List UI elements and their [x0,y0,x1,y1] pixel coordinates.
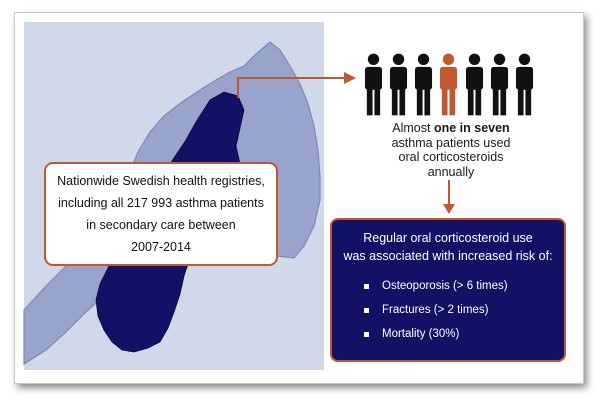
person-right-leg [399,87,406,116]
statistic-text: Almost one in seven asthma patients used… [366,121,536,179]
risk-item-mortality: Mortality (30%) [364,322,556,346]
person-right-leg [525,87,532,116]
person-icon-highlighted [440,53,458,116]
arrowhead-to-people [344,72,356,84]
person-right-leg [475,87,481,116]
person-head [468,53,480,65]
statistic-line-4: annually [427,164,475,179]
person-right-leg [449,87,456,116]
person-right-leg [374,87,381,116]
risk-item-fractures: Fractures (> 2 times) [364,298,556,322]
person-head [367,53,380,65]
person-left-leg [366,87,373,116]
person-left-leg [492,87,499,116]
registry-line-2: including all 217 993 asthma patients [58,196,264,210]
registry-info-box: Nationwide Swedish health registries, in… [44,162,278,266]
connector-line-to-people [237,77,344,98]
statistic-line-2: asthma patients used [391,135,511,150]
bullet-icon [364,283,369,289]
arrowhead-down [443,204,455,214]
registry-line-4: 2007-2014 [131,240,191,254]
person-left-leg [442,87,449,116]
statistic-line-1: Almost one in seven [366,121,536,136]
person-icon [390,53,408,116]
risk-item-label: Mortality (30%) [382,328,460,340]
person-torso [515,66,533,90]
statistic-prefix: Almost [392,121,434,135]
risk-item-label: Fractures (> 2 times) [382,304,489,316]
person-icon [364,53,383,116]
person-icon [515,53,533,116]
person-head [493,53,505,65]
person-left-leg [392,87,398,116]
person-icon [465,53,483,116]
risk-heading: Regular oral corticosteroid use was asso… [340,229,556,265]
person-icon [490,53,508,116]
person-left-leg [517,87,524,116]
person-left-leg [417,87,423,116]
statistic-highlight: one in seven [433,121,510,135]
registry-line-1: Nationwide Swedish health registries, [57,174,265,188]
person-torso [364,66,383,90]
risk-heading-line-2: was associated with increased risk of: [343,249,553,263]
people-icon-row [364,49,534,117]
person-head [418,53,430,65]
person-torso [390,66,408,90]
risk-item-osteoporosis: Osteoporosis (> 6 times) [364,274,556,298]
person-right-leg [424,87,431,116]
bullet-icon [364,307,369,313]
person-torso [490,66,508,90]
bullet-icon [364,331,369,337]
person-torso [440,66,458,90]
statistic-line-3: oral corticosteroids [398,150,504,164]
person-head [518,53,531,65]
person-icon [415,53,433,116]
person-torso [465,66,483,90]
person-head [443,53,455,65]
risk-list: Osteoporosis (> 6 times) Fractures (> 2 … [340,274,556,346]
person-torso [415,66,433,90]
registry-line-3: in secondary care between [86,218,236,232]
person-head [392,53,405,65]
risk-item-label: Osteoporosis (> 6 times) [382,280,508,292]
risk-findings-box: Regular oral corticosteroid use was asso… [330,218,566,362]
risk-heading-line-1: Regular oral corticosteroid use [363,231,533,245]
person-right-leg [500,87,506,116]
person-left-leg [467,87,474,116]
